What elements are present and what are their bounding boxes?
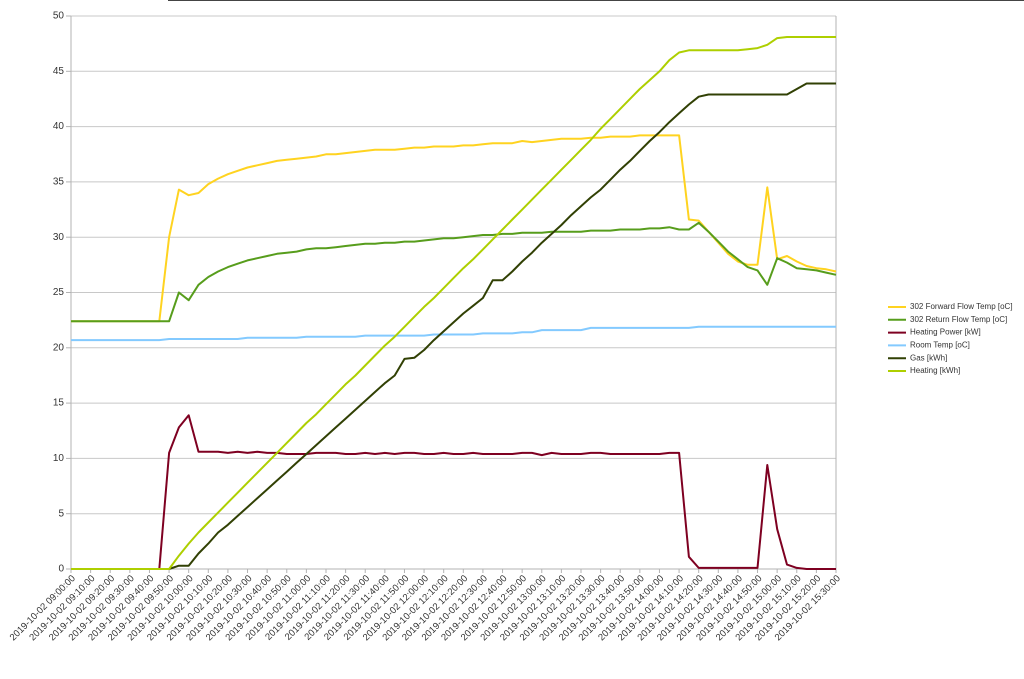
y-tick-label: 40 <box>53 121 65 132</box>
series-line <box>71 82 836 570</box>
y-tick-label: 15 <box>53 398 65 409</box>
legend-label: 302 Forward Flow Temp [oC] <box>910 302 1013 311</box>
legend-label: Gas [kWh] <box>910 353 947 362</box>
y-tick-label: 30 <box>53 232 65 243</box>
y-tick-label: 0 <box>58 564 64 575</box>
legend-label: Room Temp [oC] <box>910 341 970 350</box>
series-line <box>71 325 836 342</box>
series-line <box>71 221 837 323</box>
y-tick-label: 10 <box>53 453 65 464</box>
legend-label: 302 Return Flow Temp [oC] <box>910 315 1007 324</box>
y-tick-label: 35 <box>53 177 65 188</box>
series-line <box>71 414 836 570</box>
legend-label: Heating Power [kW] <box>910 328 981 337</box>
y-tick-label: 20 <box>53 342 65 353</box>
y-tick-label: 25 <box>53 287 65 298</box>
legend-label: Heating [kWh] <box>910 366 960 375</box>
y-tick-label: 45 <box>53 66 65 77</box>
y-tick-label: 50 <box>53 11 65 22</box>
series-line <box>71 36 836 570</box>
series-line <box>71 134 837 323</box>
y-tick-label: 5 <box>58 508 64 519</box>
